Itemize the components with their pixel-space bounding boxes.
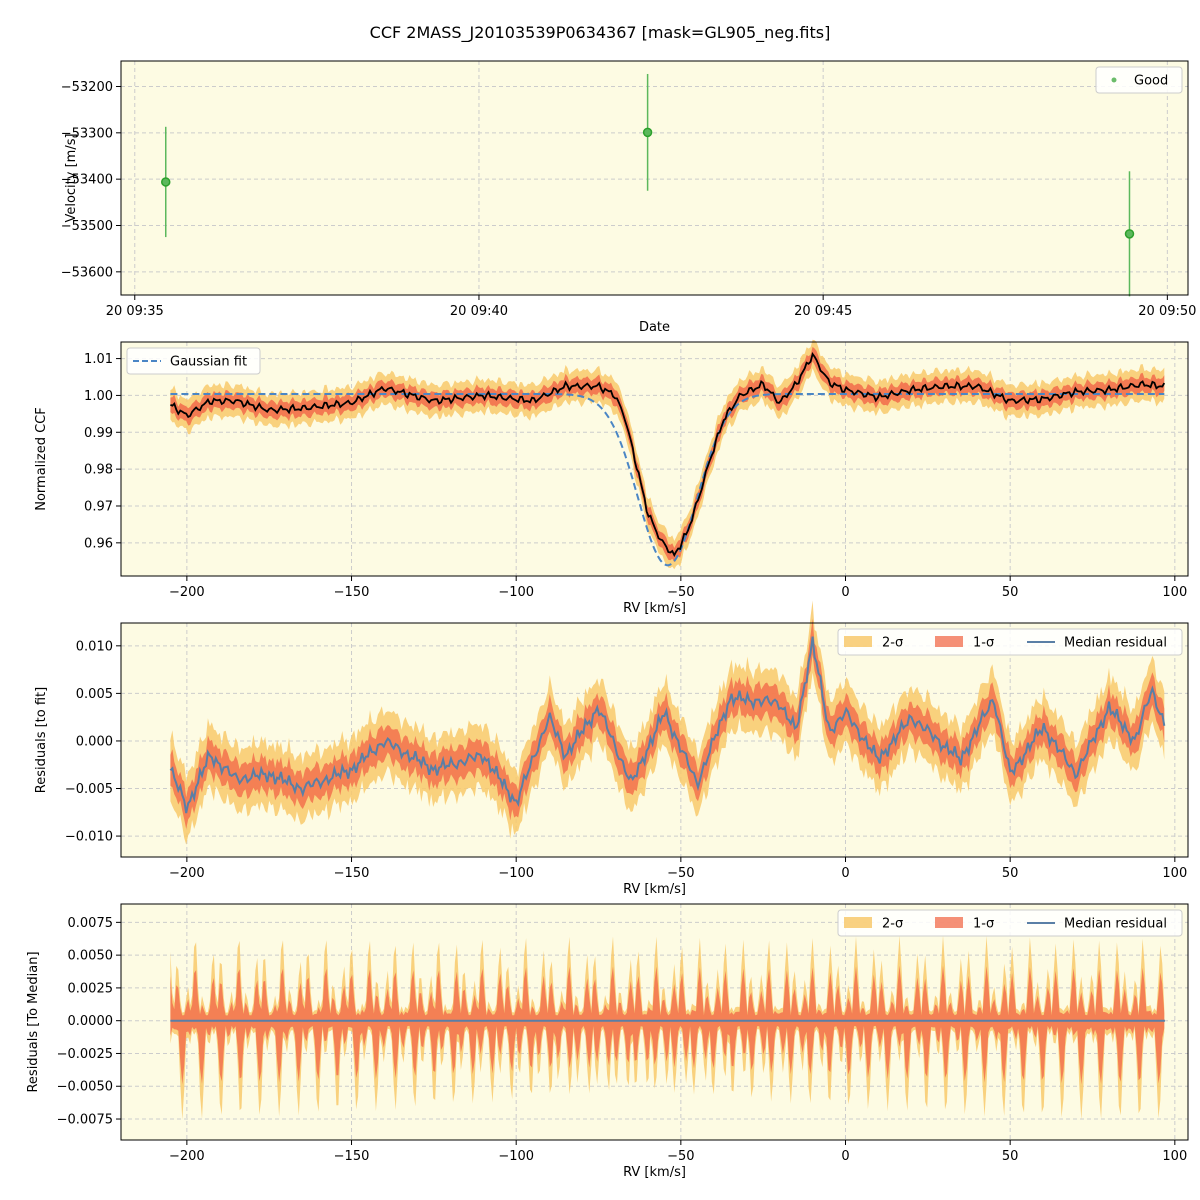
y-tick-label: 1.01 bbox=[84, 352, 113, 367]
x-axis-label: RV [km/s] bbox=[623, 601, 686, 616]
legend-label-good: Good bbox=[1134, 74, 1168, 89]
plot-area bbox=[121, 61, 1188, 295]
y-axis-label: Residuals [To Median] bbox=[26, 951, 41, 1092]
x-tick-label: −200 bbox=[169, 585, 205, 600]
y-tick-label: 0.0075 bbox=[68, 916, 114, 931]
x-tick-label: 50 bbox=[1002, 1149, 1019, 1164]
y-axis-label: Normalized CCF bbox=[34, 407, 49, 511]
x-tick-label: 100 bbox=[1162, 1149, 1187, 1164]
legend-label-2sigma: 2-σ bbox=[882, 636, 903, 651]
legend-label-median: Median residual bbox=[1064, 636, 1167, 651]
residuals-to-fit-panel: −200 −150 −100 −50 0 50 100 −0.010 −0.005 0.000 0.… bbox=[34, 600, 1189, 897]
y-tick-label: −53300 bbox=[61, 126, 113, 141]
data-point-good bbox=[1124, 229, 1135, 239]
legend-swatch-1sigma bbox=[935, 636, 963, 647]
ccf-line bbox=[170, 351, 1166, 558]
data-point-good bbox=[642, 127, 653, 138]
legend-box bbox=[126, 347, 261, 375]
y-tick-label: −53600 bbox=[61, 265, 113, 280]
x-tick-label: −50 bbox=[667, 1149, 694, 1164]
axes-frame bbox=[120, 341, 1189, 577]
x-axis-label: RV [km/s] bbox=[623, 1165, 686, 1180]
y-tick-label: −53200 bbox=[61, 80, 113, 95]
x-tick-label: −200 bbox=[169, 1149, 205, 1164]
legend-label-1sigma: 1-σ bbox=[973, 917, 994, 932]
y-tick-label: 0.000 bbox=[76, 734, 113, 749]
x-tick-label: −200 bbox=[169, 866, 205, 881]
y-tick-label: 0.0025 bbox=[68, 981, 114, 996]
legend-box bbox=[837, 909, 1183, 937]
x-tick-label: −150 bbox=[334, 1149, 370, 1164]
axes-frame bbox=[120, 60, 1189, 296]
y-tick-label: 0.98 bbox=[84, 463, 113, 478]
legend-swatch-1sigma bbox=[935, 917, 963, 928]
y-tick-label: −0.0025 bbox=[57, 1047, 113, 1062]
legend-box bbox=[1095, 66, 1183, 94]
x-tick-label: −50 bbox=[667, 585, 694, 600]
gaussian-fit-line bbox=[170, 393, 1165, 567]
x-axis-label: RV [km/s] bbox=[623, 882, 686, 897]
legend-marker-good bbox=[1111, 77, 1117, 83]
x-tick-label: −150 bbox=[334, 866, 370, 881]
y-tick-label: −0.0050 bbox=[57, 1080, 113, 1095]
x-axis-label: Date bbox=[639, 320, 670, 335]
y-axis-label: Velocity [m/s] bbox=[64, 133, 79, 222]
band-1sigma bbox=[170, 346, 1165, 563]
x-tick-label: 20 09:50 bbox=[1138, 304, 1196, 319]
y-tick-label: −53400 bbox=[61, 173, 113, 188]
x-tick-label: 20 09:45 bbox=[794, 304, 852, 319]
y-tick-label: −0.0075 bbox=[57, 1113, 113, 1128]
legend-label-2sigma: 2-σ bbox=[882, 917, 903, 932]
legend: Gaussian fit bbox=[126, 347, 261, 375]
y-tick-label: 1.00 bbox=[84, 389, 113, 404]
legend-label-1sigma: 1-σ bbox=[973, 636, 994, 651]
y-tick-label: 0.96 bbox=[84, 536, 113, 551]
x-tick-label: −100 bbox=[498, 866, 534, 881]
y-tick-label: −0.010 bbox=[65, 830, 113, 845]
data-point-good bbox=[160, 177, 171, 187]
legend: 2-σ 1-σ Median residual bbox=[837, 909, 1183, 937]
x-tick-label: 20 09:40 bbox=[450, 304, 508, 319]
legend: Good bbox=[1095, 66, 1183, 94]
legend: 2-σ 1-σ Median residual bbox=[837, 628, 1183, 656]
x-tick-label: −100 bbox=[498, 1149, 534, 1164]
x-tick-label: −150 bbox=[334, 585, 370, 600]
x-tick-label: 0 bbox=[841, 1149, 849, 1164]
y-tick-label: −0.005 bbox=[65, 782, 113, 797]
legend-box bbox=[837, 628, 1183, 656]
band-1sigma bbox=[170, 618, 1165, 829]
axes-frame bbox=[120, 622, 1189, 858]
x-tick-label: 0 bbox=[841, 585, 849, 600]
median-residual-line bbox=[169, 636, 1166, 814]
y-tick-label: 0.0000 bbox=[68, 1014, 114, 1029]
x-tick-label: 50 bbox=[1002, 585, 1019, 600]
y-tick-label: 0.005 bbox=[76, 687, 113, 702]
y-tick-label: 0.97 bbox=[84, 499, 113, 514]
y-tick-label: 0.0050 bbox=[68, 949, 114, 964]
y-axis-label: Residuals [to fit] bbox=[34, 687, 49, 793]
band-1sigma bbox=[170, 965, 1165, 1085]
legend-swatch-2sigma bbox=[844, 636, 872, 647]
x-tick-label: 100 bbox=[1162, 866, 1187, 881]
x-tick-label: 50 bbox=[1002, 866, 1019, 881]
y-tick-label: 0.010 bbox=[76, 639, 113, 654]
x-tick-label: −50 bbox=[667, 866, 694, 881]
x-tick-label: −100 bbox=[498, 585, 534, 600]
y-tick-label: −53500 bbox=[61, 219, 113, 234]
legend-label-fit: Gaussian fit bbox=[170, 355, 247, 370]
legend-swatch-2sigma bbox=[844, 917, 872, 928]
axes-frame bbox=[120, 903, 1189, 1141]
ccf-panel: −200 −150 −100 −50 0 50 100 0.96 0.97 0.98 0.99 1.0… bbox=[34, 339, 1189, 616]
x-tick-label: 20 09:35 bbox=[106, 304, 164, 319]
x-tick-label: 0 bbox=[841, 866, 849, 881]
legend-label-median: Median residual bbox=[1064, 917, 1167, 932]
velocity-panel: 20 09:35 20 09:40 20 09:45 20 09:50 −53200 −5… bbox=[61, 60, 1196, 335]
y-tick-label: 0.99 bbox=[84, 426, 113, 441]
residuals-to-median-panel: −200 −150 −100 −50 0 50 100 −0.0075 −0.0050 −0.00… bbox=[26, 903, 1189, 1180]
figure-title: CCF 2MASS_J20103539P0634367 [mask=GL905_… bbox=[370, 23, 831, 43]
x-tick-label: 100 bbox=[1162, 585, 1187, 600]
